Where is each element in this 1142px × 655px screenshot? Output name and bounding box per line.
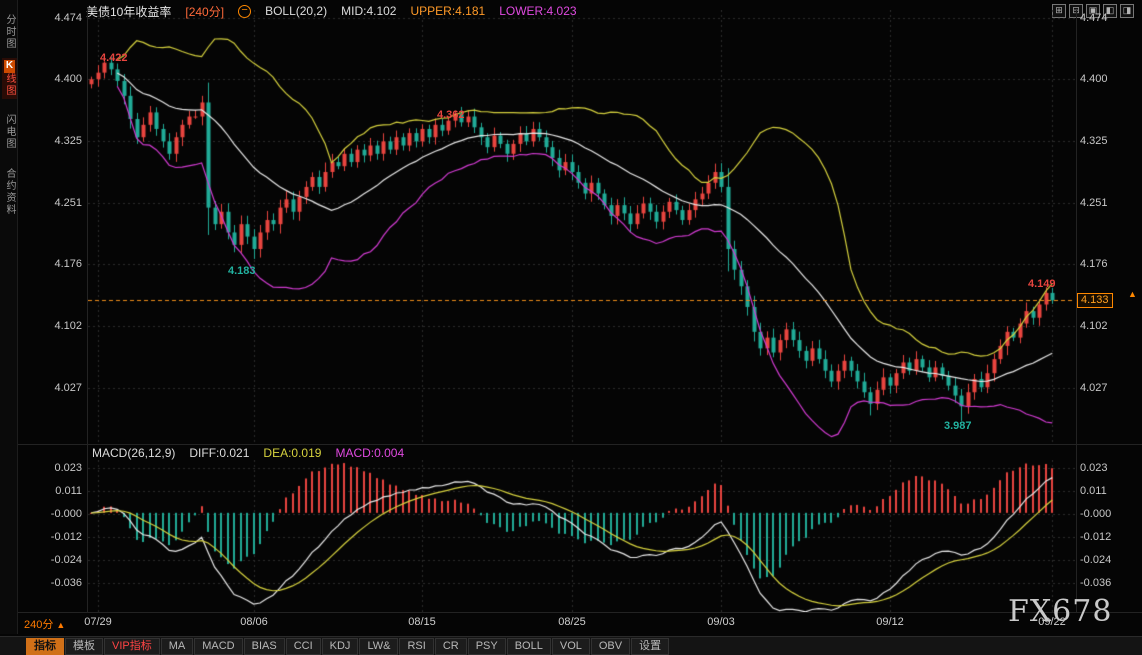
toolbar-tab[interactable]: CCI <box>285 637 321 655</box>
axis-tick-label: -0.024 <box>1080 554 1112 566</box>
sidebar-item-label: 合约资料 <box>4 168 15 216</box>
toolbar-tab[interactable]: VOL <box>551 637 590 655</box>
toolbar-tab[interactable]: MACD <box>194 637 243 655</box>
axis-tick-label: 4.400 <box>1080 73 1108 85</box>
toolbar-tab[interactable]: CR <box>434 637 467 655</box>
axis-tick-label: 4.474 <box>54 12 82 24</box>
toolbar-tab[interactable]: LW& <box>359 637 399 655</box>
axis-tick-label: 0.011 <box>55 485 82 497</box>
toolbar-tab[interactable]: OBV <box>590 637 631 655</box>
interval-selector-label: 240分 <box>24 619 54 631</box>
axis-tick-label: -0.036 <box>50 577 82 589</box>
axis-tick-label: -0.036 <box>1080 577 1112 589</box>
fx678-watermark: FX678 <box>1008 594 1113 629</box>
axis-tick-label: 4.325 <box>1080 135 1108 147</box>
toolbar-tab[interactable]: 模板 <box>65 637 103 655</box>
latest-price-arrow-icon[interactable]: ▲ <box>1128 289 1137 299</box>
price-chart-canvas[interactable] <box>88 10 1075 444</box>
axis-tick-label: 4.251 <box>54 197 82 209</box>
axis-tick-label: 4.325 <box>54 135 82 147</box>
toolbar-tab[interactable]: RSI <box>399 637 434 655</box>
sidebar-item[interactable]: 合约资料 <box>2 166 17 218</box>
sidebar-item[interactable]: 闪电图 <box>2 112 17 152</box>
axis-tick-label: 4.102 <box>54 320 82 332</box>
axis-tick-label: 0.023 <box>1080 462 1108 474</box>
axis-tick-label: -0.012 <box>1080 531 1112 543</box>
date-label: 08/15 <box>408 616 436 628</box>
axis-tick-label: 4.176 <box>54 258 82 270</box>
macd-hist-value: MACD:0.004 <box>335 446 405 460</box>
axis-tick-label: 0.011 <box>1080 485 1107 497</box>
date-label: 08/25 <box>558 616 586 628</box>
axis-tick-label: -0.000 <box>50 508 82 520</box>
axis-tick-label: -0.000 <box>1080 508 1112 520</box>
macd-indicator-label: MACD(26,12,9) <box>92 446 176 460</box>
sidebar-item-label: 分时图 <box>4 14 15 50</box>
window-layout-icon[interactable]: ◨ <box>1120 4 1134 18</box>
bottom-toolbar: 指标 模板 VIP指标 MA MACD BIAS CCI KDJ LW& RSI CR PSY BOLL… <box>0 636 1142 655</box>
macd-chart-canvas[interactable] <box>88 460 1075 612</box>
axis-tick-label: 4.400 <box>54 73 82 85</box>
sidebar: 分时图 K线图 闪电图 合约资料 <box>0 0 18 634</box>
indicator-tabs: 指标 模板 VIP指标 MA MACD BIAS CCI KDJ LW& RSI CR PSY BOLL… <box>26 637 670 655</box>
macd-header: MACD(26,12,9) DIFF:0.021 DEA:0.019 MACD:… <box>92 446 404 460</box>
toolbar-tab[interactable]: BOLL <box>506 637 551 655</box>
plot-right-border <box>1076 10 1077 612</box>
macd-bottom-separator <box>18 612 1142 613</box>
plot-left-border <box>87 10 88 612</box>
date-label: 07/29 <box>84 616 112 628</box>
toolbar-tab[interactable]: VIP指标 <box>104 637 160 655</box>
axis-tick-label: 0.023 <box>54 462 82 474</box>
axis-tick-label: -0.024 <box>50 554 82 566</box>
interval-selector[interactable]: 240分 ▲ <box>24 616 65 632</box>
date-label: 08/06 <box>240 616 268 628</box>
toolbar-tab[interactable]: MA <box>160 637 194 655</box>
axis-tick-label: 4.102 <box>1080 320 1108 332</box>
sidebar-item[interactable]: 分时图 <box>2 12 17 52</box>
axis-tick-label: -0.012 <box>50 531 82 543</box>
sidebar-item[interactable]: K线图 <box>2 58 17 99</box>
window-layout-icon[interactable]: ◧ <box>1103 4 1117 18</box>
main-macd-separator <box>18 444 1142 445</box>
macd-dea-value: DEA:0.019 <box>263 446 322 460</box>
macd-diff-value: DIFF:0.021 <box>189 446 250 460</box>
toolbar-tab[interactable]: 指标 <box>26 637 64 655</box>
toolbar-tab[interactable]: 设置 <box>631 637 670 655</box>
toolbar-tab[interactable]: KDJ <box>321 637 359 655</box>
axis-tick-label: 4.176 <box>1080 258 1108 270</box>
date-label: 09/03 <box>707 616 735 628</box>
sidebar-item-label: 线图 <box>4 73 15 97</box>
date-label: 09/12 <box>876 616 904 628</box>
sidebar-item-k-badge: K <box>4 60 15 73</box>
axis-tick-label: 4.027 <box>54 382 82 394</box>
interval-up-arrow-icon: ▲ <box>56 620 66 630</box>
sidebar-item-label: 闪电图 <box>4 114 15 150</box>
toolbar-tab[interactable]: PSY <box>467 637 506 655</box>
axis-tick-label: 4.027 <box>1080 382 1108 394</box>
toolbar-tab[interactable]: BIAS <box>243 637 285 655</box>
window-layout-icon[interactable]: ▣ <box>1086 4 1100 18</box>
current-price-badge: 4.133 <box>1077 293 1113 308</box>
axis-tick-label: 4.251 <box>1080 197 1108 209</box>
